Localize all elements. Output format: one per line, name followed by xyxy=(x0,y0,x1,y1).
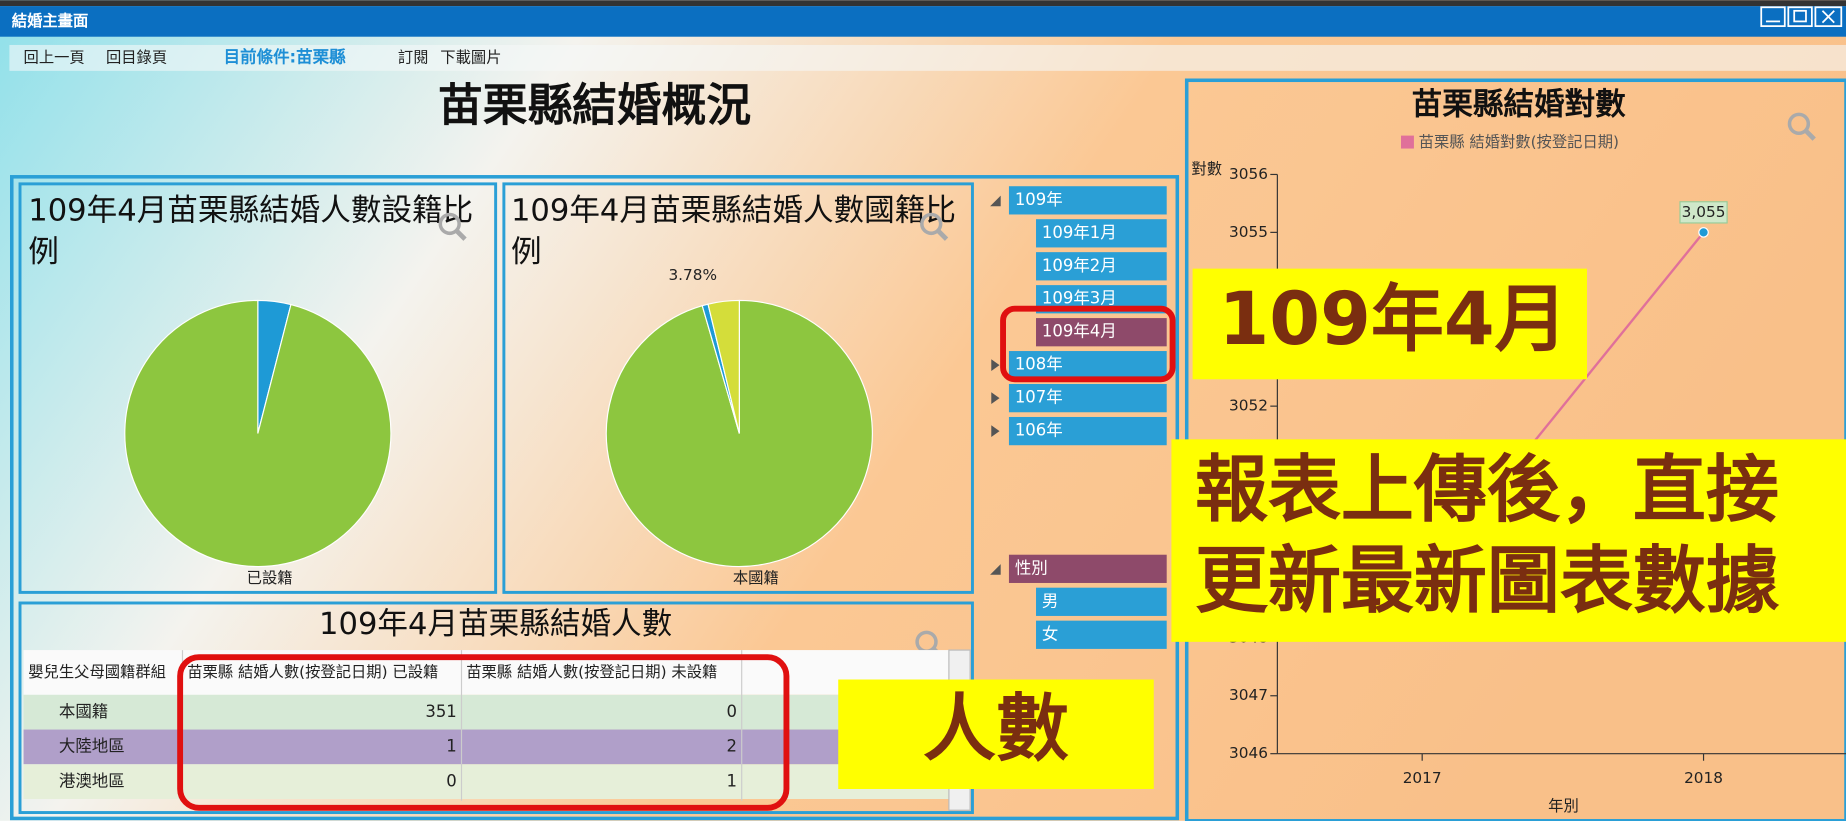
highlight-outline xyxy=(1000,305,1176,383)
pie-panel xyxy=(502,182,974,594)
table-row[interactable] xyxy=(23,729,949,765)
y-tick-label: 3052 xyxy=(1229,397,1268,415)
search-icon-handle[interactable] xyxy=(455,229,467,241)
pie-slice xyxy=(124,299,392,568)
search-icon[interactable] xyxy=(920,212,943,236)
tree-node-label: 109年4月 xyxy=(1042,322,1117,341)
table-cell: 0 xyxy=(727,702,737,721)
tree-node-label: 109年2月 xyxy=(1042,256,1117,275)
line-title: 苗栗縣結婚對數 xyxy=(1412,88,1627,123)
tree-node[interactable] xyxy=(1036,219,1167,248)
tree-node-label: 109年 xyxy=(1015,190,1063,209)
toolbar-action[interactable]: 訂閱 xyxy=(398,48,429,66)
main-title: 苗栗縣結婚概況 xyxy=(438,79,751,132)
tree-node-label: 108年 xyxy=(1015,355,1063,374)
x-axis-label: 年別 xyxy=(1548,797,1579,815)
tree-node[interactable] xyxy=(1036,318,1167,347)
y-tick-label: 3047 xyxy=(1229,686,1268,704)
table-row[interactable] xyxy=(23,694,949,730)
window-buttons[interactable] xyxy=(1760,6,1843,27)
pie-slice xyxy=(707,299,740,434)
tree-node[interactable] xyxy=(1036,252,1167,281)
table-cell: 351 xyxy=(425,702,456,721)
table-cell: 大陸地區 xyxy=(59,737,125,756)
y-axis-label: 對數 xyxy=(1191,160,1222,178)
table-row[interactable] xyxy=(23,764,949,800)
table-header-cell: 苗栗縣 結婚人數(按登記日期) 未設籍 xyxy=(466,663,717,681)
tree-node[interactable] xyxy=(1008,186,1167,215)
table-cell: 1 xyxy=(446,737,456,756)
table-cell: 港澳地區 xyxy=(59,771,125,790)
tree-node-label: 106年 xyxy=(1015,421,1063,440)
tree-node[interactable] xyxy=(1008,351,1167,380)
pie-title: 109年4月苗栗縣結婚人數設籍比 xyxy=(28,194,473,229)
value-label: 3,055 xyxy=(1682,203,1726,221)
table-cell: 2 xyxy=(727,737,737,756)
annotation-box xyxy=(1192,268,1587,380)
annotation-box xyxy=(1171,439,1846,642)
pie-title: 109年4月苗栗縣結婚人數國籍比 xyxy=(511,194,956,229)
x-tick-label: 2017 xyxy=(1403,769,1442,787)
tree-node[interactable] xyxy=(1008,384,1167,413)
annotation-text: 更新最新圖表數據 xyxy=(1195,538,1780,623)
toolbar xyxy=(9,44,1846,71)
condition-label: 目前條件:苗栗縣 xyxy=(224,47,346,66)
tree-arrow[interactable] xyxy=(990,564,1001,575)
tree-node-label: 男 xyxy=(1042,591,1058,610)
tree-arrow[interactable] xyxy=(991,392,1000,405)
annotation-text: 人數 xyxy=(923,687,1069,772)
pie-panel xyxy=(18,182,498,594)
y-tick-label: 3055 xyxy=(1229,223,1268,241)
x-tick-label: 2018 xyxy=(1684,769,1723,787)
pie-title: 例 xyxy=(511,235,542,270)
slice-label: 已設籍 xyxy=(247,569,293,587)
table-header-cell: 苗栗縣 結婚人數(按登記日期) 已設籍 xyxy=(187,663,438,681)
table-cell: 1 xyxy=(727,771,737,790)
tree-arrow[interactable] xyxy=(991,425,1000,437)
search-icon-handle[interactable] xyxy=(1804,129,1816,141)
tree-node[interactable] xyxy=(1008,554,1167,583)
toolbar-button[interactable]: 回目錄頁 xyxy=(106,48,167,66)
table-cell: 0 xyxy=(446,771,456,790)
tree-node[interactable] xyxy=(1036,620,1167,649)
tree-node-label: 性別 xyxy=(1015,558,1048,577)
y-tick-label: 3056 xyxy=(1229,165,1268,183)
line-point[interactable] xyxy=(1698,227,1709,238)
annotation-text: 報表上傳後，直接 xyxy=(1195,448,1779,533)
annotation-text: 109年4月 xyxy=(1219,277,1568,362)
table-cell: 本國籍 xyxy=(59,702,108,721)
legend-swatch xyxy=(1400,135,1414,149)
y-tick-label: 3046 xyxy=(1229,744,1268,762)
tree-arrow[interactable] xyxy=(991,359,1000,372)
annotation-box xyxy=(838,679,1154,790)
window-title: 結婚主畫面 xyxy=(12,12,89,30)
toolbar-action[interactable]: 下載圖片 xyxy=(440,48,501,66)
legend-label: 苗栗縣 結婚對數(按登記日期) xyxy=(1419,133,1619,151)
title-bar xyxy=(0,6,1846,37)
tree-node-label: 女 xyxy=(1042,624,1058,643)
value-label-box xyxy=(1679,201,1728,224)
slice-value-label: 3.78% xyxy=(668,266,717,284)
toolbar-button[interactable]: 回上一頁 xyxy=(24,48,85,66)
search-icon-handle[interactable] xyxy=(936,229,949,241)
tree-node[interactable] xyxy=(1008,416,1167,446)
table-header-cell: 嬰兒生父母國籍群組 xyxy=(28,663,166,681)
slice-label: 本國籍 xyxy=(733,569,779,587)
table-title: 109年4月苗栗縣結婚人數 xyxy=(319,607,672,642)
highlight-outline xyxy=(177,654,790,811)
tree-node[interactable] xyxy=(1036,587,1167,616)
top-strip xyxy=(0,0,1846,7)
tree-node-label: 109年1月 xyxy=(1042,223,1117,242)
search-icon[interactable] xyxy=(1787,112,1811,136)
tree-node-label: 109年3月 xyxy=(1042,289,1117,308)
pie-title: 例 xyxy=(28,235,59,270)
search-icon[interactable] xyxy=(438,212,461,236)
tree-node-label: 107年 xyxy=(1015,388,1063,407)
